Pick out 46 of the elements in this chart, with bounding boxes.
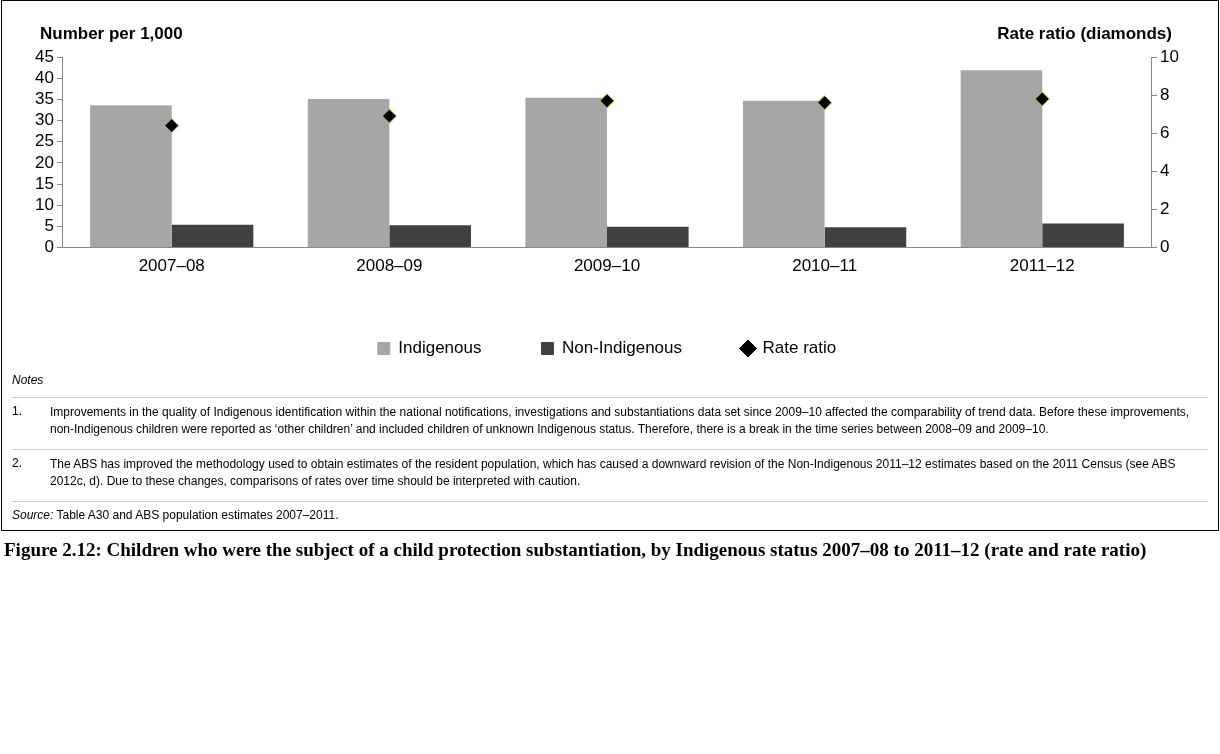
y2-tick-label: 0 xyxy=(1160,237,1170,257)
bar xyxy=(960,70,1043,248)
y-axis-title: Number per 1,000 xyxy=(40,24,183,44)
x-tick-label: 2007–08 xyxy=(138,256,205,276)
bar xyxy=(171,224,254,248)
y-tick-label: 35 xyxy=(34,89,54,109)
bar xyxy=(1042,223,1124,248)
bar xyxy=(90,105,172,248)
y-tick-label: 10 xyxy=(34,194,54,214)
point xyxy=(599,93,615,109)
text: 2. The ABS has improved the methodology used to obtain estimates of the resident population, which has caused a downward revision of the Non-Indigenous 2011–12 estimates based on the 2011 Census (see ABS 2012c, d). Due to these changes, comparisons of rates over time should be interpreted with caution. xyxy=(12,455,1176,489)
y-tick-label: 0 xyxy=(44,237,54,257)
legend-label: Non-Indigenous xyxy=(561,338,683,358)
y-tick-label: 15 xyxy=(34,173,54,193)
text: Figure 2.12: Children who were the subject of a child protection substantiation, by Indigenous status 2007–08 to 2011–12 (rate and rate ratio) xyxy=(3,537,1148,562)
bar xyxy=(824,227,907,248)
x-tick-label: 2011–12 xyxy=(1009,256,1075,276)
y-tick-label: 20 xyxy=(34,152,54,172)
x-tick-label: 2010–11 xyxy=(792,256,858,276)
legend-label: Indigenous xyxy=(398,338,482,358)
y2-tick-label: 8 xyxy=(1160,84,1170,104)
y-tick-label: 30 xyxy=(34,110,54,130)
bar xyxy=(389,225,471,248)
y2-tick-label: 6 xyxy=(1160,122,1170,142)
point xyxy=(381,108,397,124)
text: Notes xyxy=(12,373,45,387)
bar xyxy=(525,97,607,248)
x-tick-label: 2008–09 xyxy=(356,256,423,276)
bar xyxy=(743,100,825,248)
y-tick-label: 25 xyxy=(34,131,54,151)
y2-tick-label: 2 xyxy=(1160,199,1170,219)
point xyxy=(1034,91,1050,107)
bar xyxy=(307,98,390,248)
point xyxy=(164,118,180,134)
y2-tick-label: 4 xyxy=(1160,161,1170,181)
x-tick-label: 2009–10 xyxy=(573,256,641,276)
y2-axis-title: Rate ratio (diamonds) xyxy=(997,24,1172,44)
y-tick-label: 45 xyxy=(34,46,54,66)
point xyxy=(817,95,833,111)
bar xyxy=(607,226,689,248)
source-note: Source: Table A30 and ABS population estimates 2007–2011. xyxy=(12,500,1208,522)
y-tick-label: 5 xyxy=(44,216,54,236)
y-tick-label: 40 xyxy=(34,67,54,87)
text: 1. Improvements in the quality of Indigenous identification within the national notifications, investigations and substantiations data set since 2009–10 affected the comparability of trend data. Before these improvements, non-Indigenous children were reported as ‘other children’ and included children of unknown Indigenous status. Therefore, there is a break in the time series between 2008–09 and 2009–10. xyxy=(12,404,1190,437)
y2-tick-label: 10 xyxy=(1160,46,1180,66)
legend-label: Rate ratio xyxy=(762,338,837,358)
